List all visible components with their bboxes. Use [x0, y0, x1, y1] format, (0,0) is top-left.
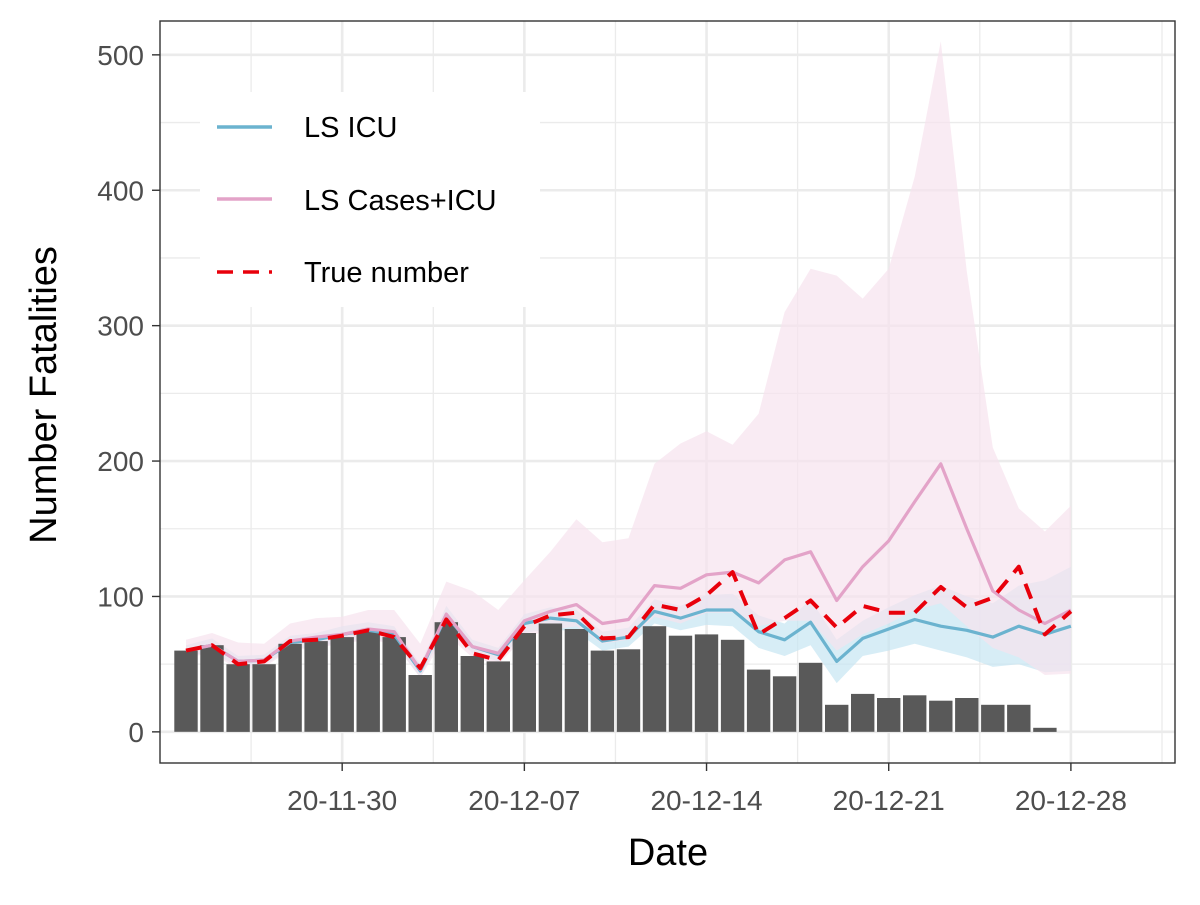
bar [642, 626, 667, 732]
x-axis-title: Date [628, 832, 708, 874]
y-tick-label: 300 [97, 311, 144, 342]
line-true-number [185, 564, 1073, 671]
y-tick-label: 200 [97, 446, 144, 477]
x-tick-label: 20-12-14 [650, 785, 762, 816]
bar [278, 643, 302, 732]
bar [486, 661, 510, 732]
y-axis-title: Number Fatalities [23, 246, 65, 544]
legend-label-ls-cases-icu: LS Cases+ICU [304, 185, 497, 217]
bar [356, 630, 380, 732]
x-tick-label: 20-12-07 [468, 785, 580, 816]
bar [304, 641, 328, 732]
bar [252, 664, 276, 732]
bar [1007, 704, 1031, 732]
bar [798, 662, 823, 732]
bar [877, 698, 901, 732]
bar [825, 704, 849, 732]
bar [668, 635, 693, 732]
x-tick-label: 20-11-30 [287, 785, 397, 816]
bar [772, 676, 797, 732]
legend-label-true-number: True number [304, 257, 469, 289]
bar [981, 704, 1005, 732]
bar [746, 669, 771, 732]
bar [174, 650, 198, 732]
legend-label-ls-icu: LS ICU [304, 112, 397, 144]
bar [903, 695, 927, 732]
bar [955, 698, 979, 732]
y-tick-label: 400 [97, 175, 144, 206]
legend: LS ICU LS Cases+ICU True number [200, 92, 540, 307]
axes: 0 100 200 300 400 500 20-11-30 20-12-07 20-12-14… [97, 40, 1127, 816]
bar [512, 633, 536, 732]
bar [929, 700, 953, 732]
bar [851, 693, 875, 732]
bar [694, 634, 719, 732]
bar [330, 637, 354, 732]
bar [434, 622, 458, 732]
y-tick-label: 500 [97, 40, 144, 71]
series-lines [185, 462, 1073, 673]
bar [564, 629, 589, 732]
bar [382, 637, 406, 732]
bar [226, 664, 250, 732]
band-ls-cases-icu [186, 41, 1071, 678]
plot-border [159, 20, 1176, 764]
bar [538, 623, 563, 732]
bar [200, 645, 224, 732]
y-tick-label: 100 [97, 581, 144, 612]
bar [616, 649, 641, 732]
x-tick-label: 20-12-21 [833, 785, 945, 816]
x-tick-label: 20-12-28 [1015, 785, 1127, 816]
bar [1033, 727, 1057, 732]
bar [720, 639, 745, 732]
bar [460, 656, 484, 732]
fatality-bars [174, 622, 1057, 732]
bar [408, 675, 432, 732]
bar [590, 650, 615, 732]
y-tick-label: 0 [128, 717, 144, 748]
